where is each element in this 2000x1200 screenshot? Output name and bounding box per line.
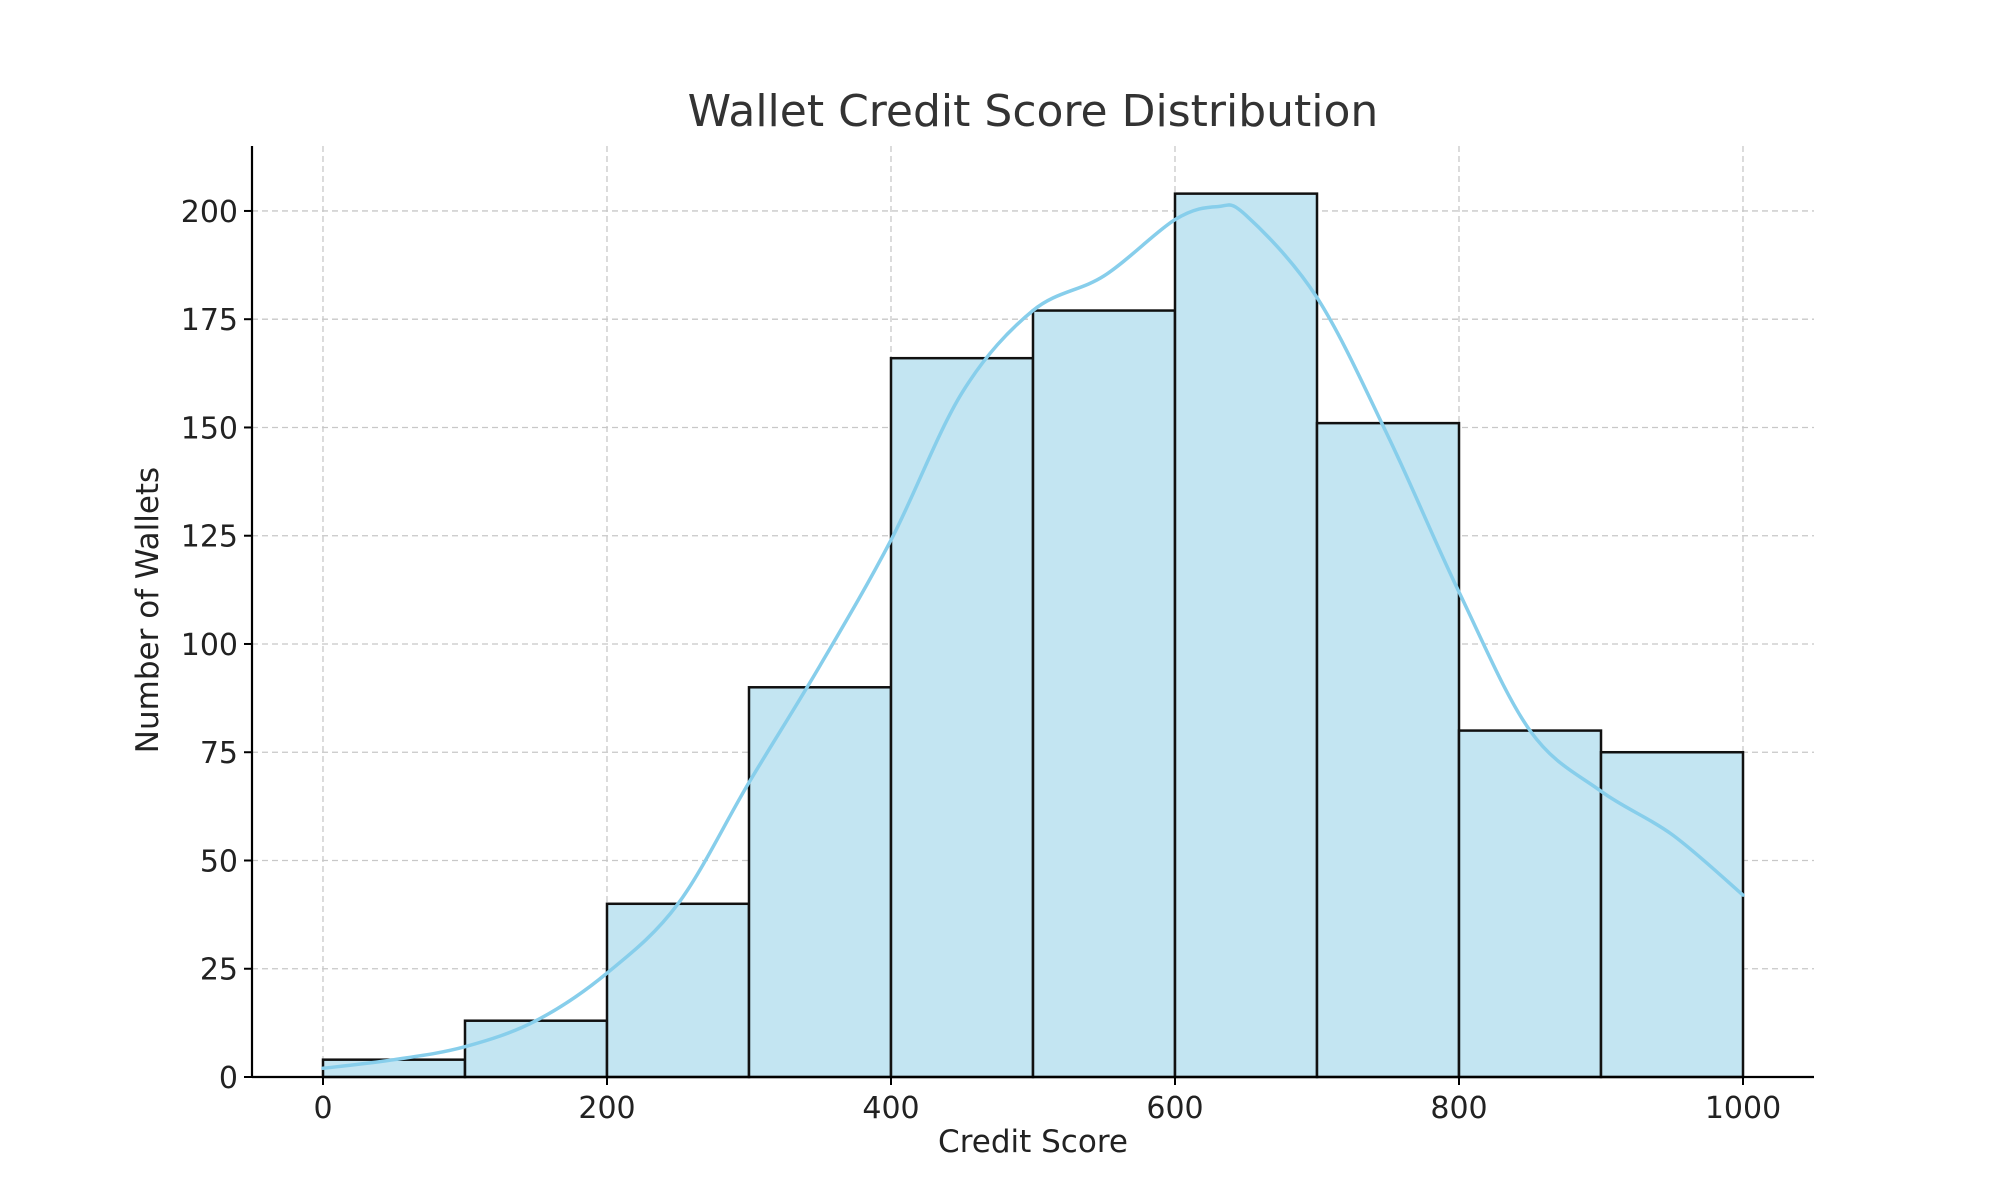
kde-curve-layer: [321, 203, 1745, 1071]
y-tick-label-4: 100: [181, 628, 238, 663]
histogram-bar-1: [463, 1019, 609, 1079]
axes: [250, 146, 1814, 1079]
histogram-bar-3: [747, 686, 893, 1079]
x-axis-title: Credit Score: [938, 1124, 1128, 1160]
histogram-bar-6: [1173, 192, 1319, 1079]
x-tick-label-0: 0: [313, 1091, 332, 1126]
y-tick-label-5: 125: [181, 520, 238, 555]
x-tick-label-3: 600: [1146, 1091, 1203, 1126]
y-tick-label-6: 150: [181, 411, 238, 446]
y-tick-label-3: 75: [200, 736, 238, 771]
bars: [321, 192, 1745, 1079]
histogram-bar-9: [1599, 750, 1745, 1079]
histogram-bar-8: [1457, 729, 1603, 1079]
histogram-bar-7: [1315, 421, 1461, 1079]
y-axis-title: Number of Wallets: [130, 467, 166, 753]
histogram-bar-0: [321, 1058, 467, 1079]
y-tick-label-2: 50: [200, 844, 238, 879]
y-tick-label-1: 25: [200, 953, 238, 988]
chart-title: Wallet Credit Score Distribution: [688, 86, 1379, 137]
x-tick-label-1: 200: [578, 1091, 635, 1126]
histogram-bar-5: [1031, 309, 1177, 1079]
x-tick-label-5: 1000: [1705, 1091, 1781, 1126]
y-tick-label-7: 175: [181, 303, 238, 338]
y-tick-label-8: 200: [181, 195, 238, 230]
histogram-bar-2: [605, 902, 751, 1079]
y-tick-label-0: 0: [219, 1061, 238, 1096]
histogram-bar-4: [889, 356, 1035, 1079]
kde-density-line: [321, 203, 1745, 1071]
ticks: 0 200 400 600 800 1000 0 25 50 75 100 125 150 175 200: [181, 195, 1781, 1126]
x-tick-label-4: 800: [1430, 1091, 1487, 1126]
x-tick-label-2: 400: [862, 1091, 919, 1126]
